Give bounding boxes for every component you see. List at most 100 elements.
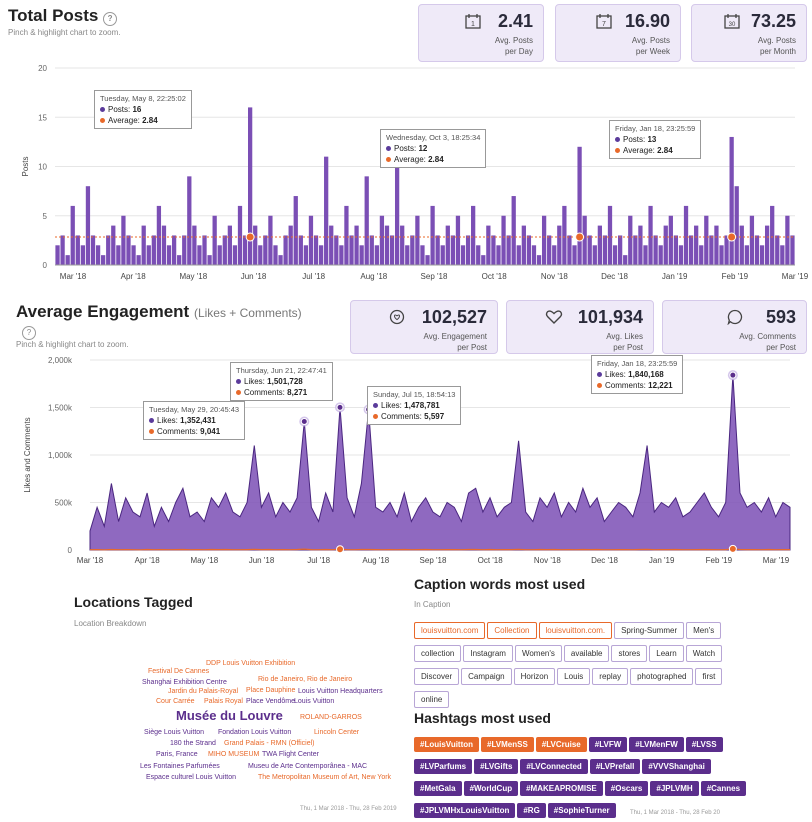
bar <box>379 215 385 265</box>
posts-title: Total Posts ? <box>8 6 118 26</box>
stat-label: Avg. Posts per Month <box>757 36 796 56</box>
bar <box>729 136 734 265</box>
caption-word-chip[interactable]: online <box>414 691 450 708</box>
tooltip-posts-jan: Friday, Jan 18, 23:25:59 Posts: 13 Avera… <box>609 120 702 159</box>
bar <box>303 245 309 265</box>
location-word: Festival De Cannes <box>148 668 210 675</box>
calendar-week-icon: 7 <box>596 13 612 33</box>
caption-word-chip[interactable]: Campaign <box>461 668 512 685</box>
bar <box>394 146 400 265</box>
caption-word-chip[interactable]: Louis <box>557 668 591 685</box>
tooltip-posts-oct: Wednesday, Oct 3, 18:25:34 Posts: 12 Ave… <box>380 129 487 168</box>
location-word: Rio de Janeiro, Rio de Janeiro <box>258 676 353 683</box>
hashtag-chip[interactable]: #LVConnected <box>520 759 588 774</box>
hashtag-chip[interactable]: #LVMenSS <box>481 737 534 752</box>
hashtag-chip[interactable]: #Oscars <box>604 781 649 796</box>
hashtag-chip[interactable]: #LouisVuitton <box>414 737 480 752</box>
location-word: Palais Royal <box>204 698 243 705</box>
caption-word-chip[interactable]: available <box>563 645 610 662</box>
x-tick-label: Mar '18 <box>77 556 104 565</box>
hashtag-chip[interactable]: #LVGifts <box>474 759 519 774</box>
bar <box>638 225 643 265</box>
bar <box>481 255 486 265</box>
hashtag-chip[interactable]: #LVCruise <box>535 737 587 752</box>
caption-word-chip[interactable]: stores <box>611 645 648 662</box>
caption-word-chip[interactable]: Collection <box>487 622 537 639</box>
caption-word-chip[interactable]: louisvuitton.com. <box>538 622 613 639</box>
bar <box>486 225 491 265</box>
caption-word-chip[interactable]: Instagram <box>463 645 513 662</box>
bar <box>384 225 390 265</box>
bar <box>151 235 156 265</box>
caption-word-chip[interactable]: collection <box>414 645 462 662</box>
caption-word-chip[interactable]: Horizon <box>513 668 556 685</box>
hashtag-chip[interactable]: #SophieTurner <box>547 803 616 818</box>
hashtag-chip[interactable]: #LVFW <box>588 737 628 752</box>
engagement-chart[interactable]: 0 500k 1,000k 1,500k 2,000k Likes and Comment… <box>0 352 812 574</box>
bar <box>212 215 217 265</box>
bar <box>207 255 212 265</box>
bar <box>552 245 557 265</box>
hashtag-chip[interactable]: #LVMenFW <box>629 737 684 752</box>
caption-word-chip[interactable]: Men's <box>686 622 722 639</box>
hashtag-chip[interactable]: #MAKEAPROMISE <box>520 781 603 796</box>
bar <box>156 205 162 265</box>
engagement-title: Average Engagement (Likes + Comments) <box>16 302 302 321</box>
caption-word-chip[interactable]: louisvuitton.com <box>414 622 486 639</box>
bar <box>182 235 187 265</box>
bar <box>476 245 481 265</box>
help-icon[interactable]: ? <box>22 322 36 340</box>
hashtag-chip[interactable]: #VVVShanghai <box>642 759 711 774</box>
hashtag-chip[interactable]: #JPLVMH <box>650 781 699 796</box>
stat-label: Avg. Posts per Day <box>494 36 533 56</box>
bar <box>714 225 719 265</box>
bar <box>724 235 729 265</box>
bar <box>111 225 116 265</box>
bar <box>694 225 699 265</box>
bar <box>521 225 526 265</box>
bar <box>258 245 263 265</box>
bar <box>704 215 709 265</box>
caption-word-chip[interactable]: first <box>695 668 723 685</box>
location-word: Les Fontaines Parfumées <box>140 763 220 770</box>
x-tick-label: Aug '18 <box>360 272 387 281</box>
bar <box>293 196 298 265</box>
bar <box>106 235 111 265</box>
bar <box>688 235 694 265</box>
hashtag-chip[interactable]: #JPLVMHxLouisVuitton <box>414 803 516 818</box>
hashtag-chip[interactable]: #LVParfums <box>414 759 473 774</box>
bar <box>668 215 673 265</box>
hashtag-chip[interactable]: #LVPrefall <box>589 759 641 774</box>
bar <box>582 215 587 265</box>
y-axis-label: Posts <box>21 156 30 176</box>
bar <box>623 255 628 265</box>
bar <box>75 235 80 265</box>
caption-word-chip[interactable]: Watch <box>685 645 723 662</box>
posts-subtitle: Pinch & highlight chart to zoom. <box>8 28 121 37</box>
location-word: TWA Flight Center <box>262 751 319 758</box>
caption-word-chip[interactable]: Discover <box>414 668 460 685</box>
bar <box>633 235 638 265</box>
bar <box>587 235 592 265</box>
caption-word-chip[interactable]: replay <box>592 668 629 685</box>
bar <box>329 225 334 265</box>
stat-card-posts-week: 7 16.90 Avg. Posts per Week <box>555 4 681 62</box>
hashtag-chip[interactable]: #RG <box>517 803 546 818</box>
caption-word-chip[interactable]: photographed <box>630 668 694 685</box>
bar <box>227 225 232 265</box>
bar <box>526 235 532 265</box>
caption-word-chip[interactable]: Women's <box>514 645 562 662</box>
bar <box>572 245 577 265</box>
bar <box>506 235 511 265</box>
stat-label: Avg. Posts per Week <box>631 36 670 56</box>
hashtag-chip[interactable]: #WorldCup <box>463 781 519 796</box>
posts-chart[interactable]: 0 5 10 15 20 Posts Mar '18 Apr '18 May '18 Jun '1… <box>0 60 812 285</box>
help-icon[interactable]: ? <box>103 12 118 26</box>
caption-word-chip[interactable]: Spring-Summer <box>614 622 685 639</box>
caption-word-chip[interactable]: Learn <box>649 645 684 662</box>
hashtag-chip[interactable]: #LVSS <box>685 737 723 752</box>
bar <box>222 235 227 265</box>
hashtag-chip[interactable]: #MetGala <box>414 781 462 796</box>
likes-area <box>89 375 791 551</box>
hashtag-chip[interactable]: #Cannes <box>700 781 747 796</box>
